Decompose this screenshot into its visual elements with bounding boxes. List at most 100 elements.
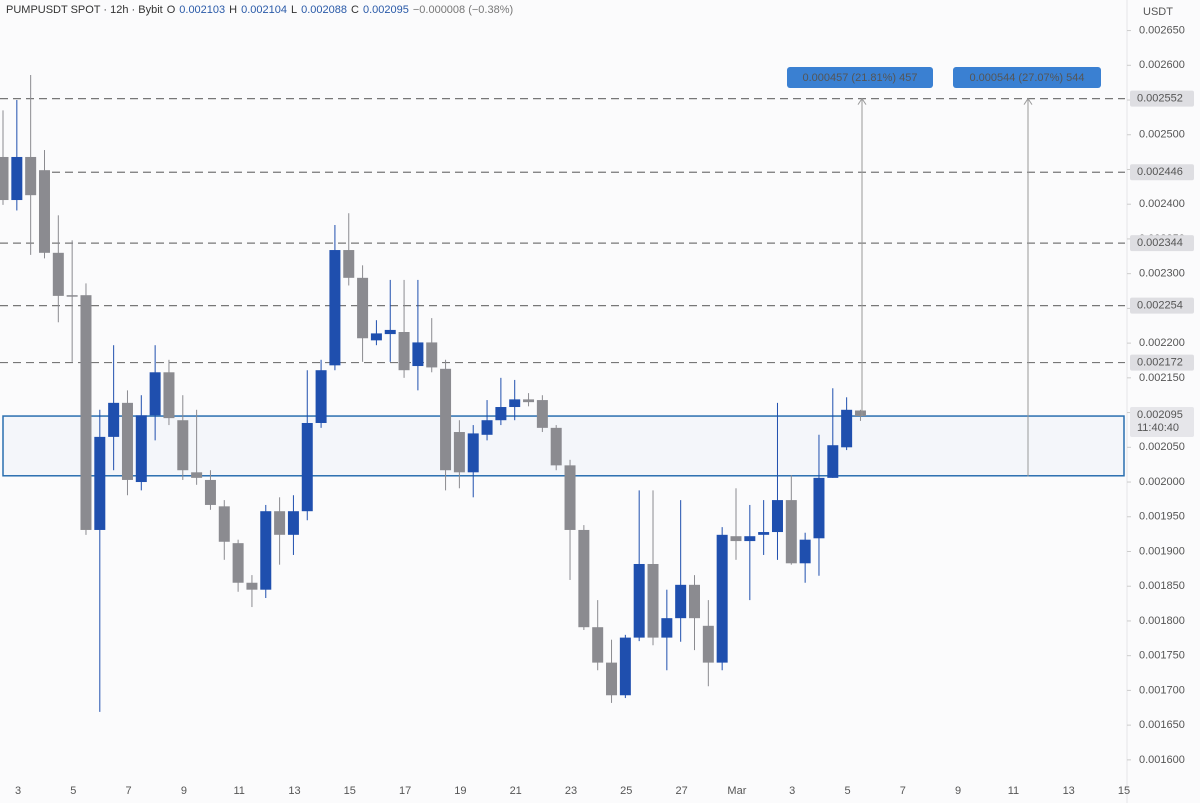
candle-body (536, 400, 548, 428)
measure-arrow (1023, 97, 1033, 105)
y-tick-label: 0.001600 (1139, 754, 1185, 766)
candle-body (0, 156, 9, 201)
y-tick-label: 0.001650 (1139, 719, 1185, 731)
y-tick-label: 0.001850 (1139, 580, 1185, 592)
x-tick-label: 23 (565, 785, 577, 797)
candle-body (191, 472, 203, 478)
candle-body (246, 582, 258, 590)
y-tick-label: 0.001900 (1139, 545, 1185, 557)
x-tick-label: 19 (454, 785, 466, 797)
ohlc-item: H 0.002104 (229, 4, 287, 16)
candle-body (592, 627, 604, 663)
level-label-box (1130, 354, 1194, 371)
level-label: 0.002446 (1137, 166, 1183, 178)
y-tick-label: 0.001750 (1139, 650, 1185, 662)
candle-body (232, 543, 244, 583)
candle-body (702, 625, 714, 663)
last-price: 0.002095 (1137, 409, 1183, 421)
candle-body (287, 511, 299, 535)
candle-body (412, 342, 424, 367)
y-tick-label: 0.002000 (1139, 476, 1185, 488)
candle-body (619, 637, 631, 696)
level-label-box (1130, 164, 1194, 181)
x-tick-label: 9 (181, 785, 187, 797)
measure-arrow (857, 97, 867, 105)
measure-label-box (787, 67, 933, 88)
x-tick-label: 15 (344, 785, 356, 797)
candle-body (661, 618, 673, 638)
candle-body (398, 332, 410, 371)
candle-body (689, 584, 700, 619)
level-label-box (1130, 235, 1194, 252)
level-label-box (1130, 297, 1194, 314)
ohlc-key: L (291, 4, 298, 16)
candle-body (827, 445, 839, 478)
candle-body (218, 506, 230, 542)
candle-body (343, 250, 355, 278)
ohlc-key: O (166, 4, 176, 16)
level-label: 0.002552 (1137, 93, 1183, 105)
ohlc-key: C (351, 4, 359, 16)
candle-body (66, 295, 78, 297)
x-tick-label: 7 (900, 785, 906, 797)
candle-body (785, 500, 797, 564)
x-tick-label: 17 (399, 785, 411, 797)
y-tick-label: 0.002600 (1139, 59, 1185, 71)
y-tick-label: 0.002150 (1139, 372, 1185, 384)
candle-body (675, 584, 687, 619)
y-tick-label: 0.002400 (1139, 198, 1185, 210)
x-tick-label: 5 (844, 785, 850, 797)
x-tick-label: 5 (70, 785, 76, 797)
candle-body (647, 563, 659, 638)
candle-body (25, 156, 37, 196)
candle-body (854, 410, 866, 417)
y-tick-label: 0.002500 (1139, 129, 1185, 141)
candle-body (481, 420, 493, 435)
level-label: 0.002344 (1137, 237, 1183, 249)
x-tick-label: 13 (1063, 785, 1075, 797)
x-tick-label: 11 (233, 785, 244, 797)
x-tick-label: 7 (126, 785, 132, 797)
candle-body (730, 536, 742, 542)
x-tick-label: 21 (510, 785, 522, 797)
x-tick-label: 25 (620, 785, 632, 797)
candle-body (135, 415, 147, 483)
candle-body (121, 402, 133, 480)
candle-body (509, 399, 521, 408)
candle-body (177, 420, 189, 471)
candle-body (260, 511, 272, 590)
ohlc-item: O 0.002103 (167, 4, 225, 16)
x-tick-label: 3 (789, 785, 795, 797)
y-tick-label: 0.002650 (1139, 24, 1185, 36)
level-label-box (1130, 90, 1194, 107)
candle-body (523, 399, 535, 403)
measure-label: 0.000544 (27.07%) 544 (970, 72, 1085, 84)
x-tick-label: 3 (15, 785, 21, 797)
candle-body (716, 534, 728, 663)
symbol: PUMPUSDT SPOT · 12h · Bybit (6, 4, 163, 16)
candle-body (108, 402, 120, 437)
x-tick-label: Mar (727, 785, 746, 797)
y-unit: USDT (1143, 6, 1173, 18)
x-tick-label: 9 (955, 785, 961, 797)
candle-body (357, 277, 369, 339)
ohlc-value: 0.002095 (362, 4, 409, 16)
candle-body (426, 342, 438, 368)
x-tick-label: 15 (1118, 785, 1130, 797)
candle-body (301, 422, 313, 512)
measure-label-box (953, 67, 1101, 88)
candle-body (633, 563, 645, 638)
candle-body (578, 529, 590, 628)
ohlc-key: H (229, 4, 238, 16)
candle-body (149, 372, 161, 416)
candle-body (495, 407, 507, 421)
candle-body (550, 427, 562, 466)
candle-body (38, 170, 50, 253)
candle-body (841, 409, 853, 448)
candle-body (329, 250, 341, 366)
level-label: 0.002254 (1137, 300, 1183, 312)
y-tick-label: 0.002050 (1139, 441, 1185, 453)
candle-body (744, 536, 756, 542)
candle-body (80, 295, 92, 530)
